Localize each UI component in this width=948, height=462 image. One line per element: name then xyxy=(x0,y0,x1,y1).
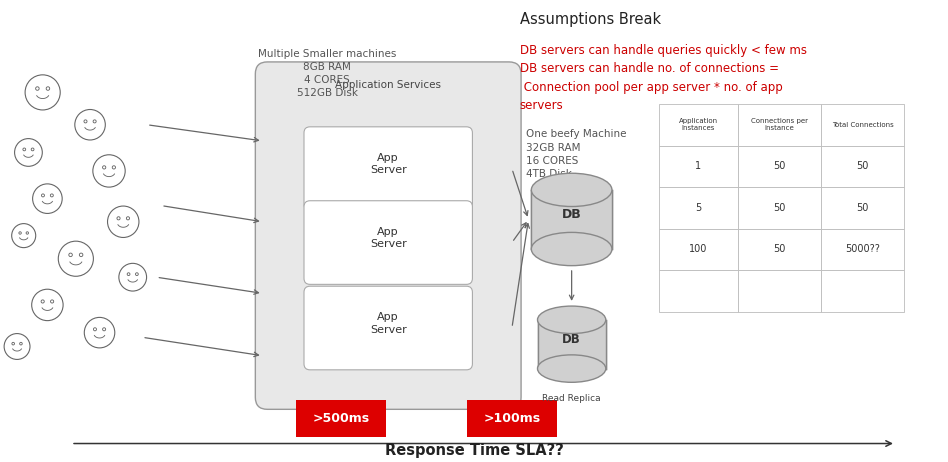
Text: App
Server: App Server xyxy=(370,227,407,249)
Circle shape xyxy=(107,206,139,237)
Bar xyxy=(738,187,821,229)
Text: 1: 1 xyxy=(695,161,702,171)
Bar xyxy=(738,270,821,312)
Text: Response Time SLA??: Response Time SLA?? xyxy=(385,444,563,458)
Text: 50: 50 xyxy=(773,203,786,213)
Circle shape xyxy=(31,289,64,321)
Circle shape xyxy=(25,75,61,110)
FancyBboxPatch shape xyxy=(531,190,612,249)
Circle shape xyxy=(84,317,115,348)
Circle shape xyxy=(118,263,147,291)
Text: Read Replica: Read Replica xyxy=(542,394,601,403)
Circle shape xyxy=(117,217,120,220)
Bar xyxy=(821,229,904,270)
Text: 50: 50 xyxy=(773,244,786,255)
Circle shape xyxy=(14,139,43,166)
FancyBboxPatch shape xyxy=(304,286,472,370)
Bar xyxy=(466,400,556,437)
Text: Total Connections: Total Connections xyxy=(831,122,894,128)
Circle shape xyxy=(69,253,72,256)
Bar xyxy=(821,146,904,187)
Circle shape xyxy=(20,342,22,345)
Bar xyxy=(659,229,738,270)
Text: App
Server: App Server xyxy=(370,312,407,334)
Bar xyxy=(659,270,738,312)
Circle shape xyxy=(102,166,106,169)
Circle shape xyxy=(46,87,49,90)
Bar xyxy=(738,146,821,187)
Text: App
Server: App Server xyxy=(370,153,407,175)
Bar xyxy=(738,104,821,146)
Bar xyxy=(659,146,738,187)
Text: Multiple Smaller machines
8GB RAM
4 CORES
512GB Disk: Multiple Smaller machines 8GB RAM 4 CORE… xyxy=(258,49,396,98)
Circle shape xyxy=(84,120,87,123)
Bar xyxy=(659,104,738,146)
Circle shape xyxy=(58,241,94,276)
Text: >500ms: >500ms xyxy=(313,412,370,425)
Text: Connections per
instance: Connections per instance xyxy=(751,118,808,131)
Circle shape xyxy=(41,300,45,303)
Circle shape xyxy=(32,184,63,213)
Circle shape xyxy=(127,273,130,275)
Circle shape xyxy=(23,148,26,151)
Text: 5: 5 xyxy=(695,203,702,213)
Bar xyxy=(821,270,904,312)
Text: 50: 50 xyxy=(773,161,786,171)
Ellipse shape xyxy=(538,306,606,334)
Circle shape xyxy=(112,166,116,169)
FancyBboxPatch shape xyxy=(255,62,521,409)
Circle shape xyxy=(19,232,21,234)
Circle shape xyxy=(27,232,28,234)
Ellipse shape xyxy=(538,355,606,383)
Text: >100ms: >100ms xyxy=(483,412,540,425)
Circle shape xyxy=(31,148,34,151)
FancyBboxPatch shape xyxy=(538,320,606,369)
Bar xyxy=(738,229,821,270)
Circle shape xyxy=(42,194,45,197)
Bar xyxy=(821,104,904,146)
Circle shape xyxy=(126,217,130,220)
Ellipse shape xyxy=(531,232,612,266)
Circle shape xyxy=(4,334,30,359)
Circle shape xyxy=(93,155,125,187)
Bar xyxy=(659,187,738,229)
Circle shape xyxy=(36,87,39,90)
Text: DB: DB xyxy=(562,208,581,221)
Text: Application
Instances: Application Instances xyxy=(679,118,718,131)
Circle shape xyxy=(12,342,14,345)
Ellipse shape xyxy=(531,173,612,207)
FancyBboxPatch shape xyxy=(304,201,472,284)
Text: DB: DB xyxy=(562,333,581,346)
Circle shape xyxy=(93,120,96,123)
Text: 100: 100 xyxy=(689,244,707,255)
Circle shape xyxy=(50,300,54,303)
Text: Assumptions Break: Assumptions Break xyxy=(520,12,661,26)
Text: 50: 50 xyxy=(856,203,869,213)
Circle shape xyxy=(75,109,105,140)
Circle shape xyxy=(80,253,82,256)
Text: DB servers can handle queries quickly < few ms
DB servers can handle no. of conn: DB servers can handle queries quickly < … xyxy=(520,44,807,112)
Text: Application Services: Application Services xyxy=(336,80,441,90)
Text: 50: 50 xyxy=(856,161,869,171)
Circle shape xyxy=(11,224,36,248)
Circle shape xyxy=(102,328,105,331)
Circle shape xyxy=(50,194,53,197)
Bar xyxy=(296,400,386,437)
Bar xyxy=(821,187,904,229)
Text: One beefy Machine
32GB RAM
16 CORES
4TB Disk: One beefy Machine 32GB RAM 16 CORES 4TB … xyxy=(526,129,627,179)
FancyBboxPatch shape xyxy=(304,127,472,210)
Text: 5000??: 5000?? xyxy=(846,244,880,255)
Circle shape xyxy=(94,328,97,331)
Circle shape xyxy=(136,273,138,275)
